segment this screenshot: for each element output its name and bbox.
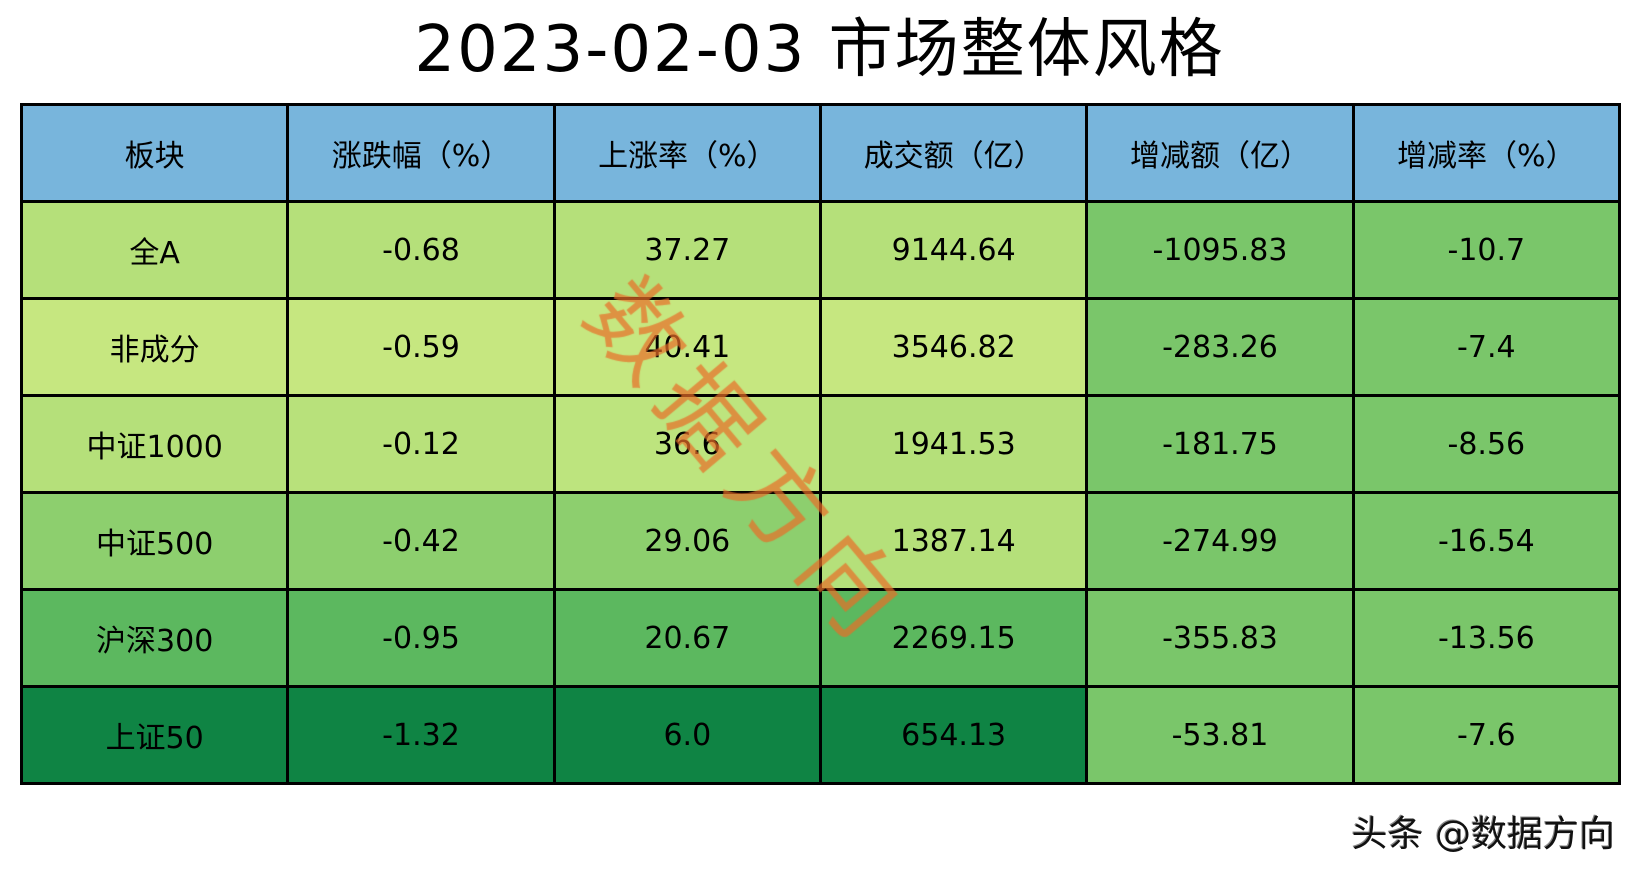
cell-turnover-delta-rate: -13.56 bbox=[1351, 588, 1622, 688]
cell-turnover-delta-rate: -7.6 bbox=[1351, 685, 1622, 785]
cell-turnover-delta-rate: -8.56 bbox=[1351, 394, 1622, 494]
header-turnover: 成交额（亿） bbox=[818, 103, 1089, 203]
cell-turnover: 2269.15 bbox=[818, 588, 1089, 688]
cell-turnover-delta-rate: -10.7 bbox=[1351, 200, 1622, 300]
header-change-pct: 涨跌幅（%） bbox=[286, 103, 556, 203]
cell-turnover-delta: -283.26 bbox=[1085, 297, 1355, 397]
cell-change-pct: -0.95 bbox=[286, 588, 556, 688]
table-row: 沪深300 -0.95 20.67 2269.15 -355.83 -13.56 bbox=[19, 588, 1622, 688]
cell-turnover-delta: -355.83 bbox=[1085, 588, 1355, 688]
cell-turnover: 9144.64 bbox=[818, 200, 1089, 300]
cell-sector: 上证50 bbox=[19, 685, 290, 785]
cell-rise-rate: 37.27 bbox=[552, 200, 822, 300]
cell-sector: 中证1000 bbox=[19, 394, 290, 494]
table-row: 上证50 -1.32 6.0 654.13 -53.81 -7.6 bbox=[19, 685, 1622, 785]
cell-sector: 中证500 bbox=[19, 491, 290, 591]
table-row: 中证500 -0.42 29.06 1387.14 -274.99 -16.54 bbox=[19, 491, 1622, 591]
cell-turnover-delta-rate: -16.54 bbox=[1351, 491, 1622, 591]
header-row: 板块 涨跌幅（%） 上涨率（%） 成交额（亿） 增减额（亿） 增减率（%） bbox=[19, 103, 1622, 203]
cell-change-pct: -0.59 bbox=[286, 297, 556, 397]
cell-turnover-delta: -53.81 bbox=[1085, 685, 1355, 785]
cell-change-pct: -0.12 bbox=[286, 394, 556, 494]
cell-sector: 沪深300 bbox=[19, 588, 290, 688]
cell-turnover: 654.13 bbox=[818, 685, 1089, 785]
cell-change-pct: -0.68 bbox=[286, 200, 556, 300]
header-turnover-delta: 增减额（亿） bbox=[1085, 103, 1355, 203]
cell-sector: 非成分 bbox=[19, 297, 290, 397]
cell-rise-rate: 29.06 bbox=[552, 491, 822, 591]
cell-turnover: 1941.53 bbox=[818, 394, 1089, 494]
market-style-table: 板块 涨跌幅（%） 上涨率（%） 成交额（亿） 增减额（亿） 增减率（%） 全A… bbox=[19, 103, 1622, 785]
cell-rise-rate: 20.67 bbox=[552, 588, 822, 688]
cell-turnover: 1387.14 bbox=[818, 491, 1089, 591]
cell-change-pct: -0.42 bbox=[286, 491, 556, 591]
source-credit: 头条 @数据方向 bbox=[1351, 814, 1615, 855]
table-row: 中证1000 -0.12 36.6 1941.53 -181.75 -8.56 bbox=[19, 394, 1622, 494]
cell-turnover: 3546.82 bbox=[818, 297, 1089, 397]
cell-rise-rate: 6.0 bbox=[552, 685, 822, 785]
cell-sector: 全A bbox=[19, 200, 290, 300]
cell-rise-rate: 36.6 bbox=[552, 394, 822, 494]
table-row: 全A -0.68 37.27 9144.64 -1095.83 -10.7 bbox=[19, 200, 1622, 300]
cell-turnover-delta: -274.99 bbox=[1085, 491, 1355, 591]
table-row: 非成分 -0.59 40.41 3546.82 -283.26 -7.4 bbox=[19, 297, 1622, 397]
header-rise-rate: 上涨率（%） bbox=[552, 103, 822, 203]
cell-turnover-delta-rate: -7.4 bbox=[1351, 297, 1622, 397]
page-title: 2023-02-03 市场整体风格 bbox=[414, 13, 1225, 87]
cell-turnover-delta: -181.75 bbox=[1085, 394, 1355, 494]
cell-change-pct: -1.32 bbox=[286, 685, 556, 785]
header-turnover-delta-rate: 增减率（%） bbox=[1351, 103, 1622, 203]
cell-rise-rate: 40.41 bbox=[552, 297, 822, 397]
cell-turnover-delta: -1095.83 bbox=[1085, 200, 1355, 300]
header-sector: 板块 bbox=[19, 103, 290, 203]
